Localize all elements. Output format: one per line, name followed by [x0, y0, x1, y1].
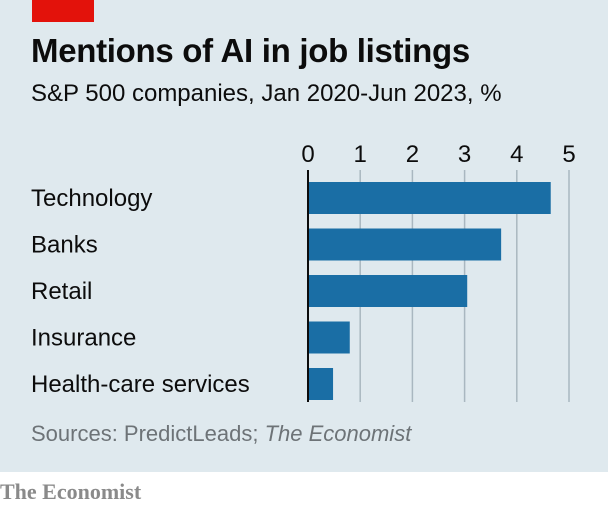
- x-tick-label: 3: [458, 141, 471, 168]
- source-note: Sources: PredictLeads; The Economist: [31, 421, 411, 447]
- brand-red-tag: [32, 0, 94, 22]
- bar: [308, 228, 502, 261]
- chart-title: Mentions of AI in job listings: [31, 32, 470, 69]
- x-tick-label: 2: [406, 141, 419, 168]
- bar: [308, 368, 334, 400]
- source-text: Sources: PredictLeads;: [31, 421, 265, 446]
- category-label: Health-care services: [31, 371, 250, 398]
- bar: [308, 275, 468, 307]
- chart-panel: [0, 0, 608, 472]
- bar: [308, 321, 350, 354]
- category-label: Insurance: [31, 325, 136, 352]
- x-tick-label: 0: [301, 141, 314, 168]
- chart-subtitle: S&P 500 companies, Jan 2020-Jun 2023, %: [31, 80, 502, 107]
- category-label: Technology: [31, 185, 152, 212]
- x-tick-label: 5: [562, 141, 575, 168]
- bar: [308, 182, 551, 214]
- x-tick-label: 1: [354, 141, 367, 168]
- x-tick-label: 4: [510, 141, 523, 168]
- category-label: Banks: [31, 232, 98, 259]
- footer-brand: The Economist: [0, 479, 142, 504]
- source-italic: The Economist: [264, 421, 412, 446]
- bar-chart: 0 1 2 3 4 5 Technology Banks Retail Insurance Heal…: [31, 141, 576, 402]
- category-label: Retail: [31, 278, 92, 305]
